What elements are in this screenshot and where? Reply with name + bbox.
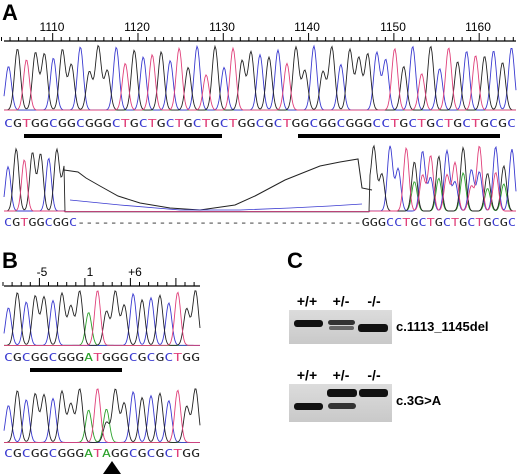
gel1-band-het-lower: [329, 326, 354, 330]
gel2-band-het-upper: [327, 389, 357, 397]
ruler-label-1: 1: [87, 265, 94, 279]
repeat-underline-1: [24, 134, 222, 138]
ruler-label-plus6: +6: [128, 265, 142, 279]
ruler-label-minus5: -5: [37, 265, 48, 279]
mutation-arrowhead: [103, 461, 121, 474]
gel1-genotype-hom: -/-: [367, 293, 381, 309]
repeat-underline-2: [298, 134, 500, 138]
gel2-band-hom: [359, 389, 388, 397]
gel2-genotype-wt: +/+: [297, 367, 317, 383]
gel1-genotype-het: +/-: [333, 293, 350, 309]
panel-label-a: A: [2, 0, 18, 25]
panel-label-b: B: [2, 248, 18, 273]
gel2-caption: c.3G>A: [396, 393, 442, 408]
panel-b-ruler: -5 1 +6: [2, 265, 200, 287]
ruler-label-1110: 1110: [40, 20, 65, 34]
ruler-label-1140: 1140: [294, 20, 320, 34]
gel1-band-het-upper: [328, 320, 355, 325]
panel-a-chromatogram-deletion: [3, 144, 517, 213]
gel1-genotype-wt: +/+: [297, 293, 317, 309]
gel1-band-wt: [294, 320, 323, 327]
gel2-band-het-lower: [328, 403, 356, 409]
panel-a-ruler: 1110 1120 1130 1140 1150 1160: [1, 20, 516, 42]
gel2-band-wt: [294, 403, 323, 410]
ruler-label-1130: 1130: [209, 20, 235, 34]
gel1-caption: c.1113_1145del: [396, 319, 489, 334]
panel-b-chromatogram-wildtype: [3, 290, 201, 346]
gel2-genotype-het: +/-: [333, 367, 350, 383]
gel1-band-hom: [358, 324, 388, 332]
ruler-label-1160: 1160: [465, 20, 491, 34]
start-codon-underline: [30, 368, 122, 372]
panel-label-c: C: [287, 248, 303, 273]
ruler-label-1150: 1150: [380, 20, 406, 34]
panel-a-chromatogram-wildtype: [3, 44, 517, 111]
ruler-label-1120: 1120: [124, 20, 150, 34]
panel-b-chromatogram-mutant: [3, 388, 201, 443]
gel-1: +/+ +/- -/- c.1113_1145del: [289, 293, 489, 344]
gel-2: +/+ +/- -/- c.3G>A: [289, 367, 442, 422]
gel2-genotype-hom: -/-: [367, 367, 381, 383]
